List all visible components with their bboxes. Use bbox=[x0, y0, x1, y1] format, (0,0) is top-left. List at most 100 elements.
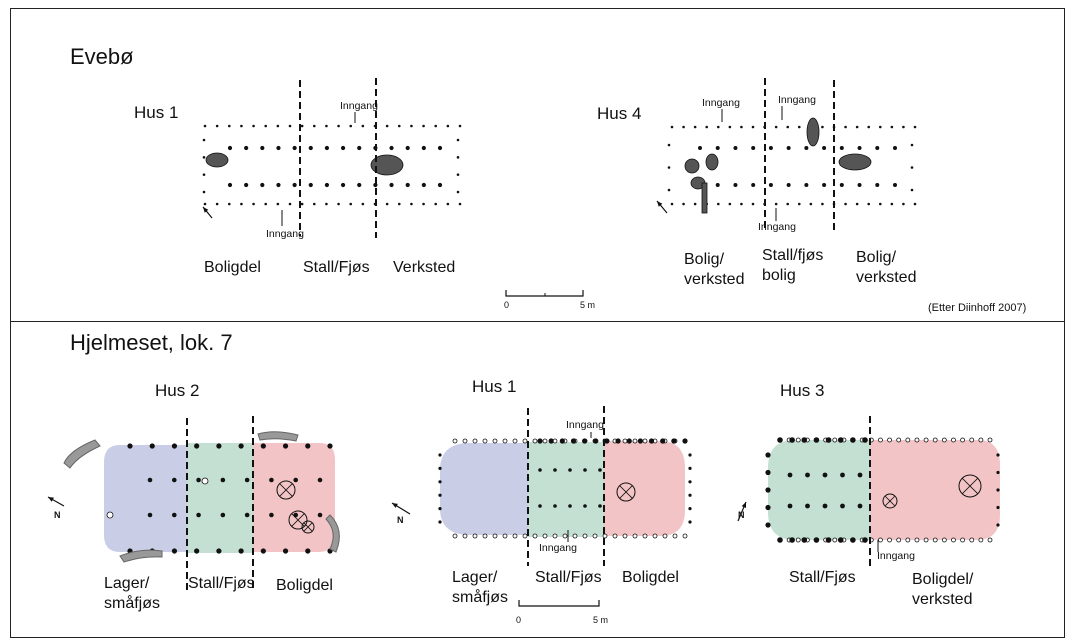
post-hole bbox=[472, 533, 478, 539]
zone-label-boligdel-hus1: Boligdel bbox=[622, 569, 679, 586]
zone-label-stall-fjos-hus2: Stall/Fjøs bbox=[188, 575, 255, 592]
post-hole bbox=[751, 183, 756, 187]
post-hole bbox=[312, 124, 316, 128]
post-hole bbox=[682, 202, 685, 206]
post-hole bbox=[502, 438, 508, 444]
post-hole bbox=[194, 548, 200, 554]
post-hole bbox=[361, 124, 365, 128]
stone-wall bbox=[119, 549, 163, 563]
post-hole bbox=[127, 443, 133, 449]
post-hole bbox=[672, 533, 678, 539]
north-label-hus3: N bbox=[738, 510, 745, 520]
post-hole bbox=[553, 468, 557, 472]
scale-bar bbox=[518, 600, 600, 607]
post-hole bbox=[671, 438, 677, 444]
post-hole bbox=[688, 466, 692, 470]
house-title-evebo-hus4: Hus 4 bbox=[597, 104, 642, 123]
post-hole bbox=[637, 438, 643, 444]
post-hole bbox=[905, 537, 911, 543]
post-hole bbox=[777, 437, 783, 443]
post-hole bbox=[269, 477, 274, 483]
post-hole bbox=[996, 470, 1000, 475]
post-hole bbox=[538, 468, 542, 472]
post-hole bbox=[822, 146, 827, 150]
post-hole bbox=[682, 533, 688, 539]
post-hole bbox=[896, 437, 902, 443]
post-hole bbox=[276, 202, 280, 206]
site-title-hjelmeset: Hjelmeset, lok. 7 bbox=[70, 330, 233, 355]
post-hole bbox=[765, 469, 771, 476]
zone-label-stall-fjos-hus1: Stall/Fjøs bbox=[535, 569, 602, 586]
post-hole bbox=[583, 468, 587, 472]
post-hole bbox=[797, 202, 801, 206]
post-hole bbox=[787, 503, 793, 509]
post-hole bbox=[361, 202, 365, 206]
zone-label-bolig-verksted-2: Bolig/ verksted bbox=[856, 249, 917, 286]
post-hole bbox=[472, 438, 478, 444]
post-hole bbox=[215, 124, 219, 128]
post-hole bbox=[456, 138, 460, 142]
zone-dwelling bbox=[604, 441, 685, 536]
post-hole bbox=[434, 124, 438, 128]
post-hole bbox=[813, 437, 820, 443]
post-hole bbox=[905, 437, 911, 443]
post-hole bbox=[670, 202, 674, 206]
post-hole bbox=[840, 472, 845, 478]
post-hole bbox=[522, 533, 528, 539]
post-hole bbox=[795, 437, 801, 443]
post-hole bbox=[397, 202, 401, 206]
source-citation: (Etter Diinhoff 2007) bbox=[928, 302, 1027, 314]
entry-label-hjelmeset-hus3-bottom: Inngang bbox=[877, 550, 915, 562]
post-hole bbox=[801, 537, 808, 543]
post-hole bbox=[857, 146, 862, 150]
post-hole bbox=[960, 437, 966, 443]
post-hole bbox=[446, 124, 450, 128]
post-hole bbox=[987, 437, 993, 443]
post-hole bbox=[438, 493, 442, 497]
hearth-feature bbox=[205, 152, 229, 168]
post-hole bbox=[300, 124, 304, 128]
post-hole bbox=[548, 438, 554, 444]
post-hole bbox=[786, 146, 791, 150]
post-hole bbox=[337, 202, 340, 206]
post-hole bbox=[252, 202, 255, 206]
post-hole bbox=[913, 202, 917, 206]
post-hole bbox=[693, 202, 697, 206]
post-hole bbox=[203, 202, 207, 206]
post-hole bbox=[324, 145, 330, 151]
post-hole bbox=[844, 202, 847, 206]
post-hole bbox=[768, 183, 773, 187]
post-hole bbox=[512, 438, 518, 444]
post-hole bbox=[438, 520, 442, 524]
post-hole bbox=[822, 503, 828, 509]
post-hole bbox=[244, 145, 249, 151]
north-arrow bbox=[48, 497, 54, 502]
post-hole bbox=[878, 202, 882, 206]
north-label-hus2: N bbox=[54, 510, 61, 520]
post-hole bbox=[260, 548, 266, 554]
zone-storage bbox=[440, 443, 528, 535]
entry-label-evebo-hus4-2: Inngang bbox=[778, 94, 816, 106]
post-hole bbox=[583, 504, 587, 508]
entry-label-hjelmeset-hus1-top: Inngang bbox=[566, 419, 604, 431]
post-hole bbox=[437, 145, 443, 151]
post-hole bbox=[825, 437, 832, 443]
zone-label-stall-fjos-bolig: Stall/fjøs bolig bbox=[762, 247, 824, 284]
post-hole bbox=[960, 537, 966, 543]
post-hole bbox=[693, 125, 697, 129]
post-hole bbox=[667, 143, 671, 147]
post-hole bbox=[626, 438, 632, 444]
hearth-feature bbox=[958, 474, 982, 498]
post-hole bbox=[462, 438, 468, 444]
hearth-feature bbox=[301, 520, 315, 534]
post-hole bbox=[875, 146, 880, 150]
post-hole bbox=[878, 125, 882, 129]
post-hole bbox=[996, 453, 1000, 457]
post-hole bbox=[622, 533, 628, 539]
post-hole bbox=[855, 202, 859, 206]
post-hole bbox=[910, 166, 914, 169]
post-hole bbox=[716, 125, 720, 129]
post-hole bbox=[795, 537, 801, 543]
post-hole bbox=[832, 437, 838, 443]
post-hole bbox=[238, 443, 244, 449]
